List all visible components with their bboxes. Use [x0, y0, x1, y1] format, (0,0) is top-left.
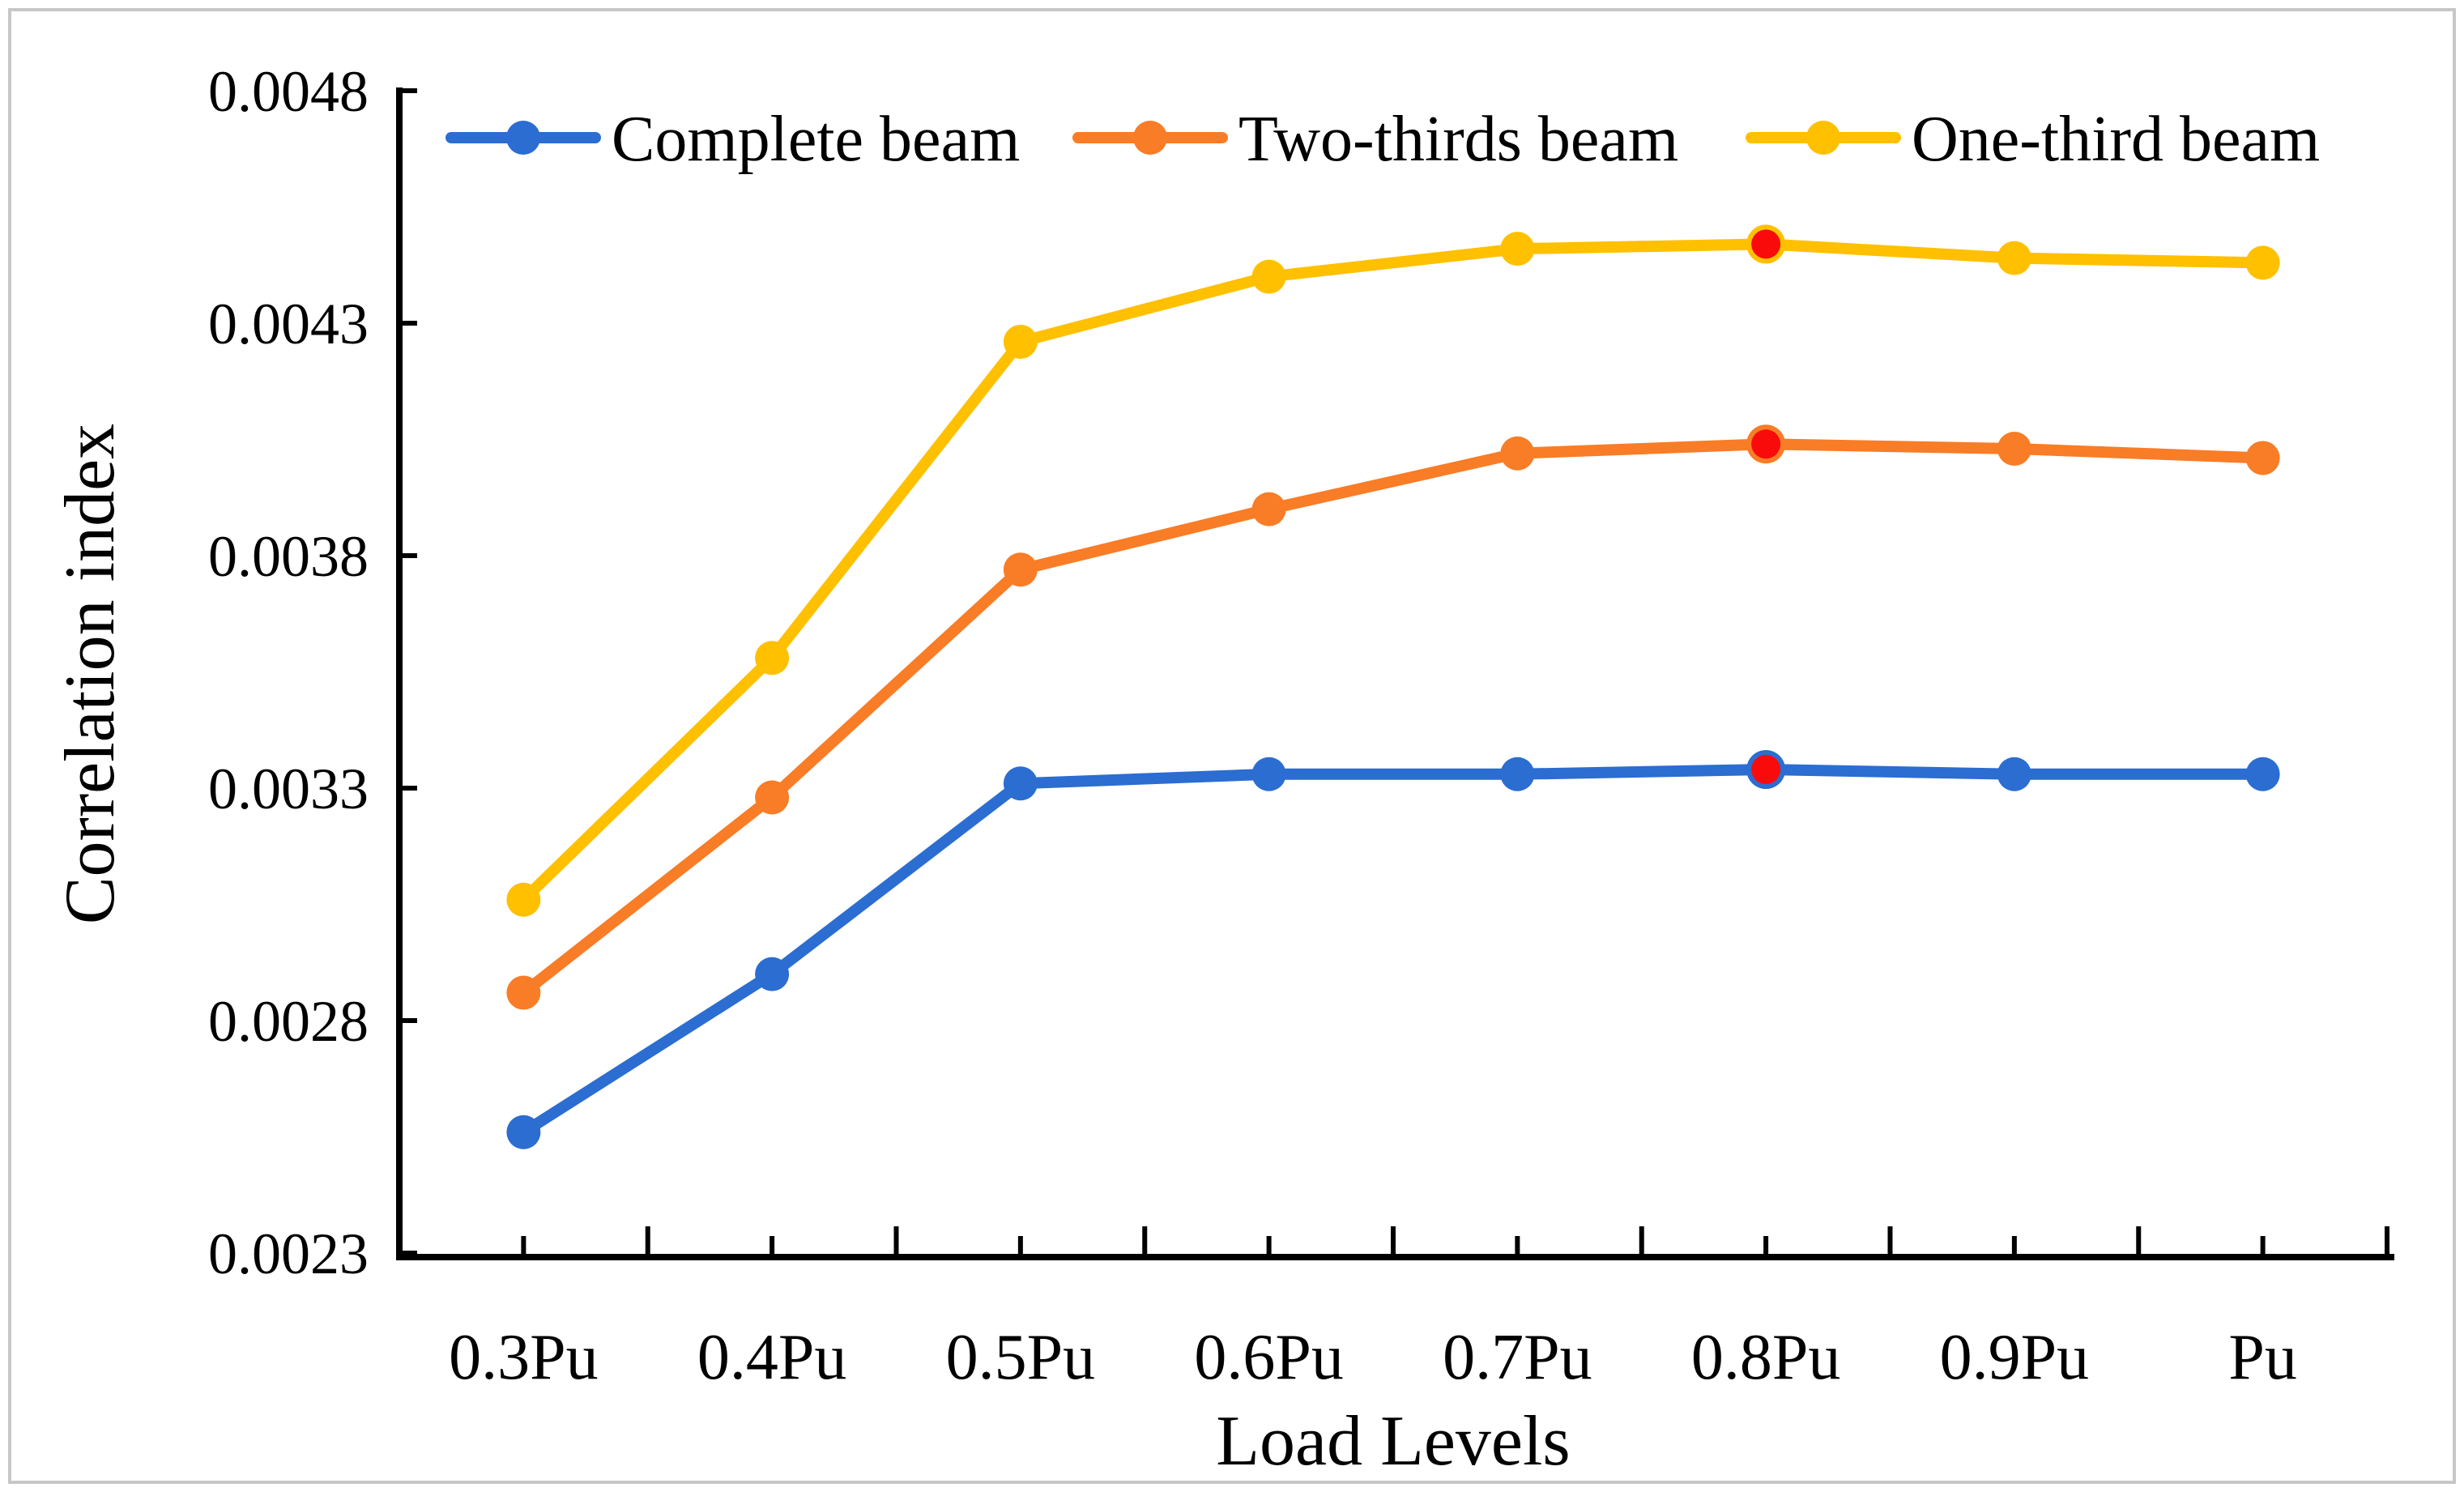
marker-one-third-beam-0.4Pu	[755, 641, 790, 676]
marker-one-third-beam-0.7Pu	[1500, 232, 1535, 266]
y-tick-label: 0.0038	[208, 524, 369, 589]
marker-two-thirds-beam-0.9Pu	[1997, 431, 2031, 466]
y-tick-label: 0.0033	[208, 757, 369, 821]
marker-two-thirds-beam-0.3Pu	[506, 975, 541, 1010]
marker-two-thirds-beam-0.4Pu	[755, 780, 790, 815]
series-line-complete-beam	[518, 764, 2269, 1138]
series-markers	[506, 227, 2280, 1149]
x-tick-label: 0.7Pu	[1443, 1322, 1592, 1393]
y-tick-label: 0.0023	[208, 1221, 369, 1286]
highlight-marker-two-thirds-beam	[1751, 429, 1781, 459]
x-tick-label: 0.4Pu	[697, 1322, 847, 1393]
x-tick-label: 0.9Pu	[1940, 1322, 2090, 1393]
marker-one-third-beam-0.5Pu	[1003, 324, 1038, 359]
legend: Complete beam Two-thirds beam One-third be…	[445, 104, 2320, 175]
marker-complete-beam-0.3Pu	[506, 1115, 541, 1149]
legend-label-1: Complete beam	[612, 104, 1020, 175]
marker-two-thirds-beam-0.5Pu	[1003, 552, 1038, 587]
highlight-marker-complete-beam	[1751, 755, 1781, 785]
x-axis-ticks	[521, 1226, 2389, 1255]
marker-complete-beam-Pu	[2245, 757, 2280, 791]
x-axis-title: Load Levels	[1216, 1402, 1570, 1481]
y-axis-tick-labels: 0.0048 0.0043 0.0038 0.0033 0.0028 0.0023	[208, 59, 369, 1286]
x-tick-label: 0.8Pu	[1691, 1322, 1841, 1393]
y-tick-label: 0.0043	[208, 292, 369, 356]
highlight-marker-one-third-beam	[1751, 229, 1781, 259]
y-axis-ticks	[399, 88, 417, 1255]
x-axis-tick-labels: 0.3Pu 0.4Pu 0.5Pu 0.6Pu 0.7Pu 0.8Pu 0.9Pu Pu	[449, 1322, 2297, 1393]
marker-complete-beam-0.7Pu	[1500, 757, 1535, 791]
marker-one-third-beam-Pu	[2245, 245, 2280, 280]
x-tick-label: 0.6Pu	[1194, 1322, 1344, 1393]
legend-marker-2	[1133, 121, 1167, 155]
marker-one-third-beam-0.3Pu	[506, 882, 541, 917]
marker-complete-beam-0.6Pu	[1251, 757, 1286, 791]
series-line-two-thirds-beam	[518, 438, 2269, 999]
y-tick-label: 0.0028	[208, 989, 369, 1054]
legend-label-2: Two-thirds beam	[1238, 104, 1678, 175]
y-axis-title: Correlation index	[51, 424, 130, 924]
legend-marker-1	[506, 121, 540, 155]
marker-complete-beam-0.9Pu	[1997, 757, 2031, 791]
legend-marker-3	[1806, 121, 1840, 155]
x-tick-label: 0.3Pu	[449, 1322, 599, 1393]
marker-one-third-beam-0.9Pu	[1997, 241, 2031, 275]
marker-two-thirds-beam-Pu	[2245, 441, 2280, 475]
x-tick-label: 0.5Pu	[946, 1322, 1096, 1393]
highlight-markers	[1746, 224, 1786, 790]
marker-one-third-beam-0.6Pu	[1251, 259, 1286, 294]
x-tick-label: Pu	[2228, 1322, 2297, 1393]
marker-complete-beam-0.4Pu	[755, 957, 790, 991]
legend-label-3: One-third beam	[1912, 104, 2320, 175]
marker-complete-beam-0.5Pu	[1003, 766, 1038, 801]
axes	[396, 87, 2394, 1260]
y-tick-label: 0.0048	[208, 59, 369, 124]
series-line-one-third-beam	[518, 238, 2269, 906]
marker-two-thirds-beam-0.7Pu	[1500, 436, 1535, 471]
marker-two-thirds-beam-0.6Pu	[1251, 492, 1286, 526]
series-lines	[518, 238, 2269, 1138]
